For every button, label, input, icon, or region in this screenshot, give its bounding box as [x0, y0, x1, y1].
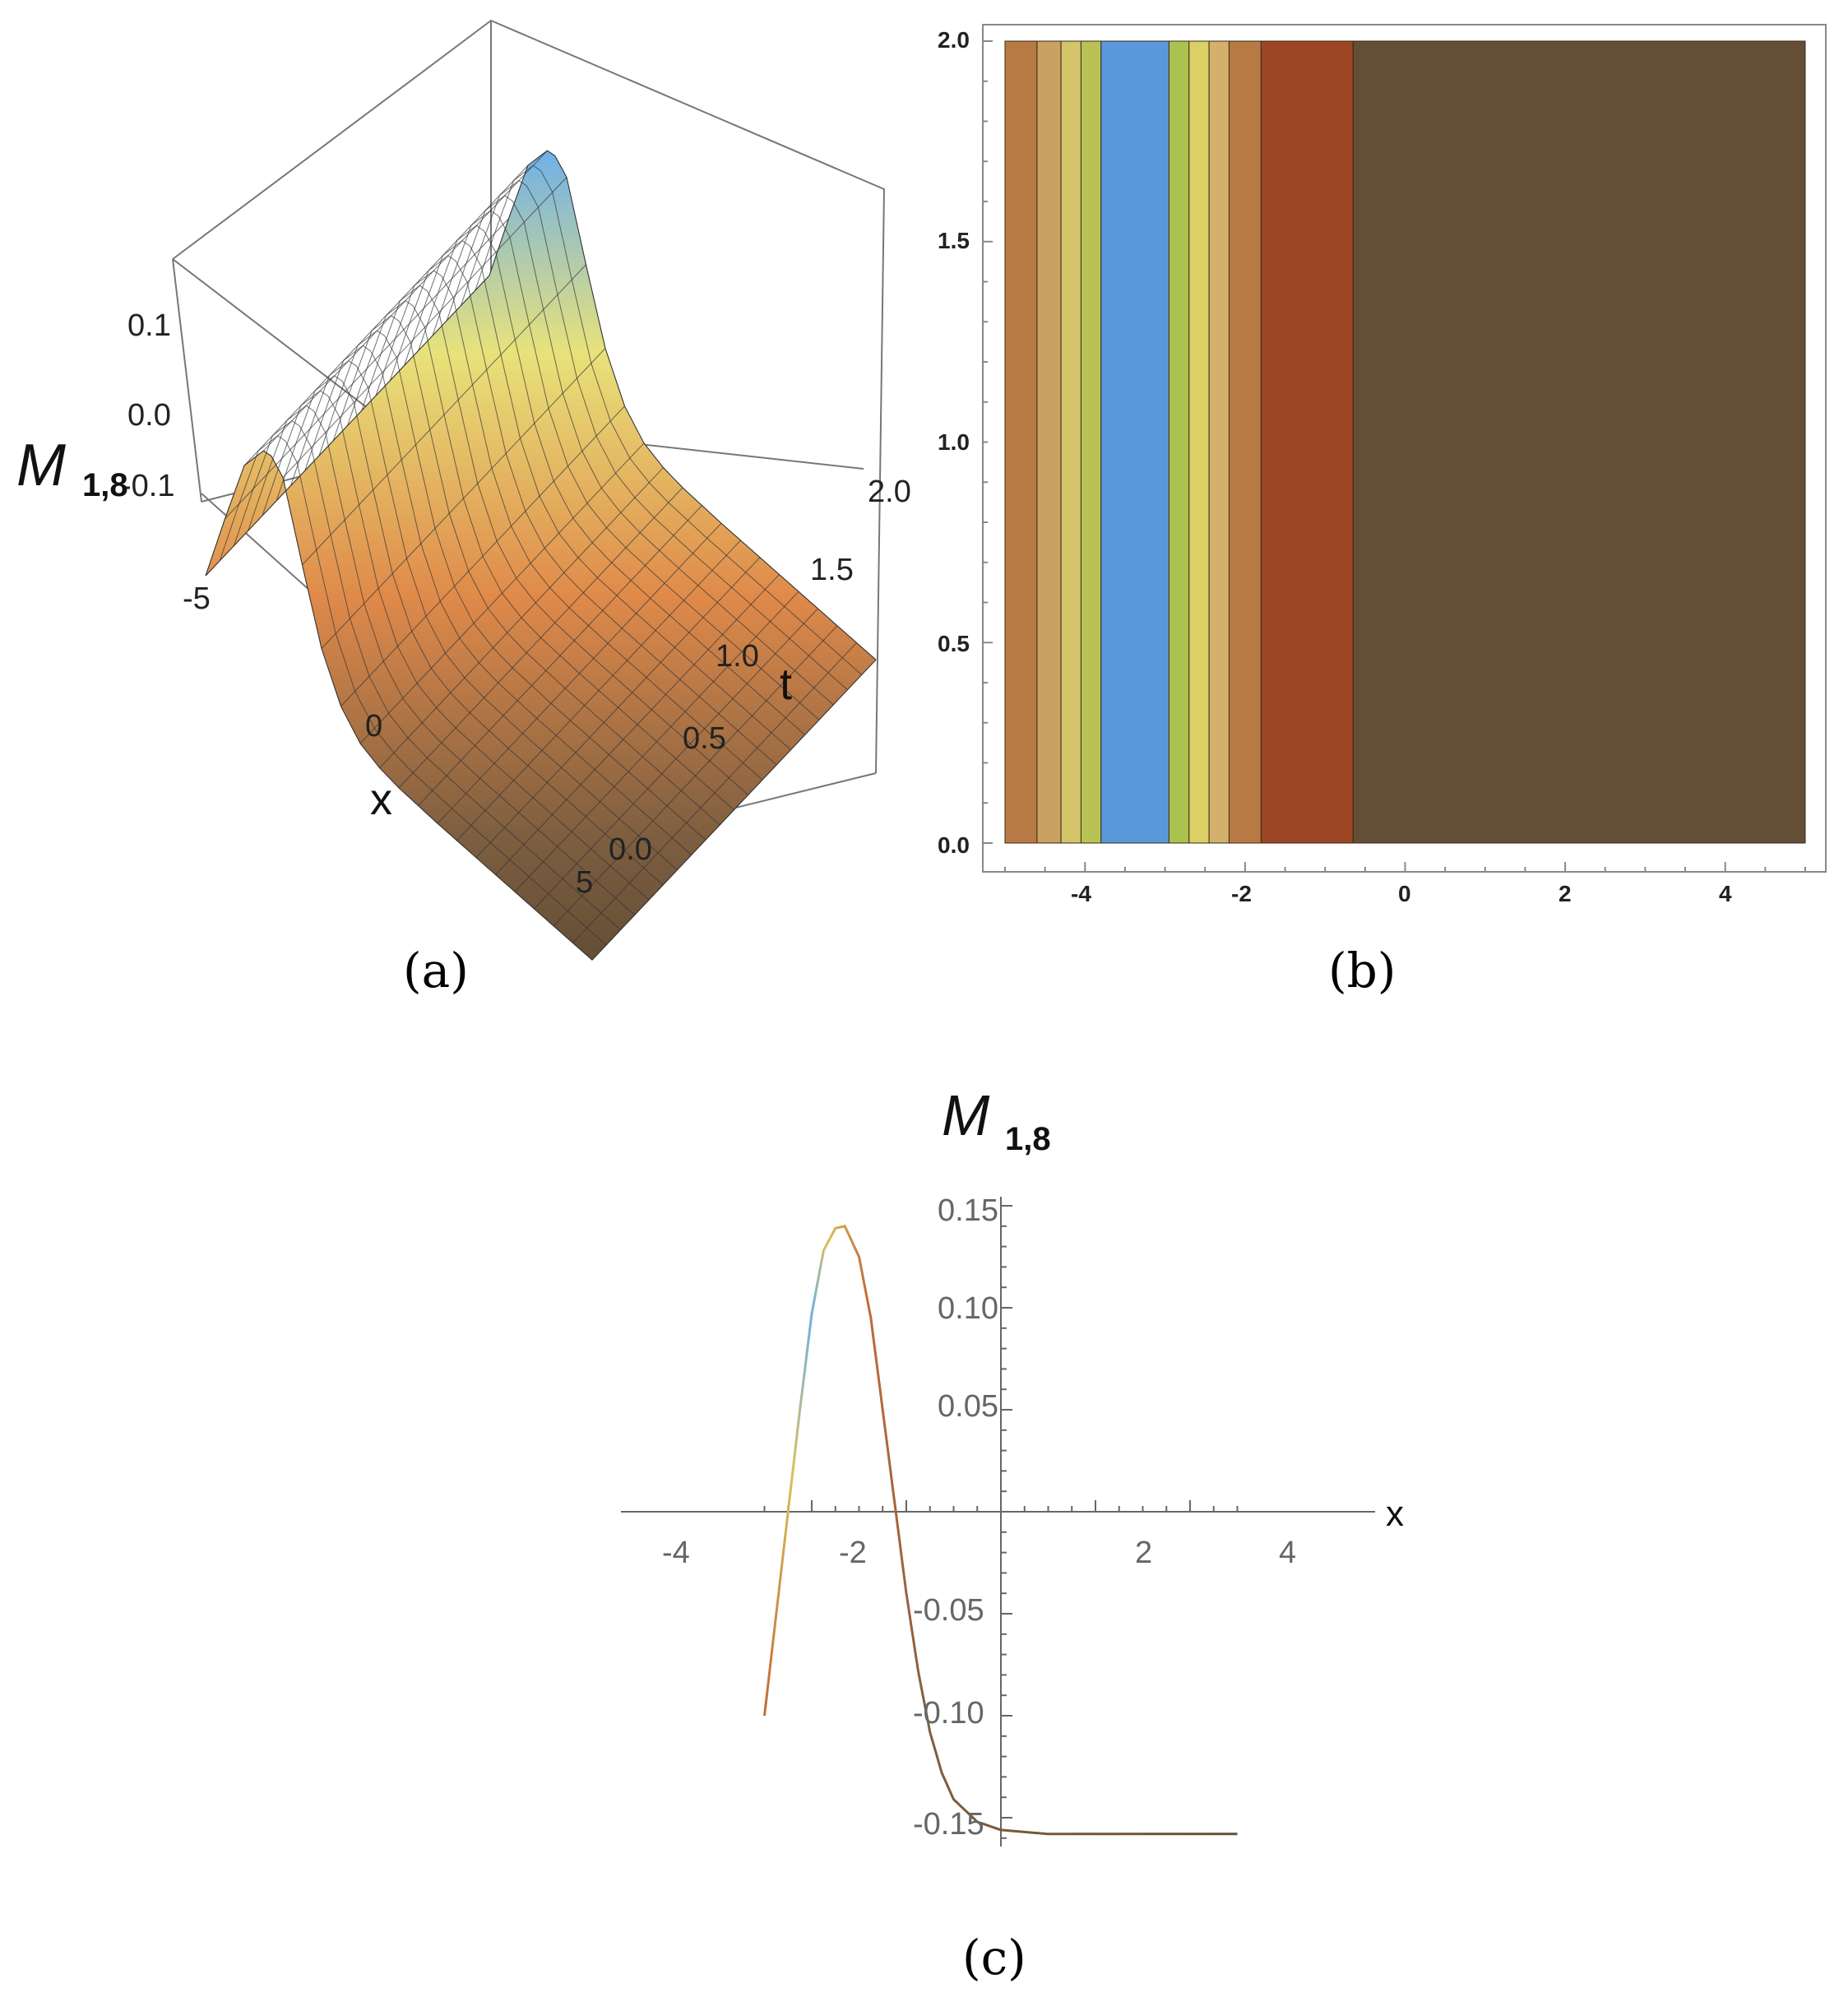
- y-label-main: M: [942, 1083, 990, 1147]
- mesh-line: [456, 540, 741, 841]
- axis-ticks: [983, 40, 1806, 872]
- panel-a-3d-surface: 0.1 0.0 -0.1 M 1,8 -5 0 5 x 0.0 0.5 1.0 …: [16, 19, 911, 961]
- mesh-line: [282, 177, 567, 478]
- y-tick-label: 1.0: [938, 429, 970, 455]
- t-tick-label: 0.0: [609, 832, 652, 867]
- y-tick-label: 2.0: [938, 27, 970, 53]
- y-tick-label: 0.0: [938, 832, 970, 858]
- contour-band: [1100, 40, 1169, 844]
- t-axis-label: t: [780, 660, 792, 709]
- y-tick-label: -0.05: [913, 1593, 984, 1628]
- z-label-sub: 1,8: [82, 467, 128, 503]
- contour-band: [1060, 40, 1081, 844]
- surface-mesh: [205, 150, 877, 961]
- series-line: [763, 1225, 1238, 1836]
- panel-label-b: (b): [1328, 943, 1396, 998]
- mesh-line: [205, 275, 490, 577]
- mesh-line: [437, 522, 722, 824]
- contour-bands: [1004, 40, 1806, 844]
- contour-band: [1228, 40, 1262, 844]
- t-tick-label: 1.0: [716, 639, 759, 674]
- contour-band: [1036, 40, 1062, 844]
- y-tick-label: -0.15: [913, 1807, 984, 1842]
- x-tick-label: 5: [576, 865, 593, 900]
- t-tick-label: 1.5: [810, 553, 854, 587]
- mesh-line: [553, 625, 838, 927]
- axis-ticks: [763, 1205, 1239, 1839]
- mesh-line: [475, 557, 761, 859]
- mesh-line: [225, 218, 509, 520]
- x-axis-label: x: [370, 775, 392, 824]
- y-tick-label: 0.15: [938, 1193, 998, 1228]
- mesh-line: [321, 348, 606, 649]
- mesh-line: [263, 150, 548, 452]
- panel-label-a: (a): [403, 943, 469, 998]
- mesh-line: [340, 405, 625, 707]
- contour-band: [1168, 40, 1190, 844]
- panel-c-line-plot: 0.15 0.10 0.05 -0.05 -0.10 -0.15 -4 -2 2…: [621, 1083, 1404, 1846]
- mesh-line: [514, 591, 799, 892]
- mesh-line: [359, 442, 645, 744]
- x-axis-ticks: -4 -2 0 2 4: [1071, 881, 1732, 906]
- z-tick-label: 0.0: [127, 398, 171, 433]
- t-tick-label: 0.5: [683, 721, 726, 756]
- y-label-sub: 1,8: [1005, 1121, 1051, 1157]
- mesh-line: [591, 659, 877, 961]
- mesh-line: [243, 164, 529, 466]
- t-axis-ticks: 0.0 0.5 1.0 1.5 2.0: [609, 475, 911, 867]
- x-tick-label: 2: [1135, 1536, 1152, 1570]
- y-tick-label: 1.5: [938, 228, 970, 253]
- mesh-line: [302, 264, 586, 566]
- mesh-line: [534, 608, 818, 910]
- mesh-line: [398, 487, 683, 789]
- t-tick-label: 2.0: [868, 475, 911, 509]
- x-tick-label: 2: [1559, 881, 1572, 906]
- z-tick-label: 0.1: [127, 308, 171, 343]
- panel-b-density-plot: 0.0 0.5 1.0 1.5 2.0 -4 -2 0 2 4: [938, 24, 1827, 906]
- z-axis-ticks: 0.1 0.0 -0.1: [121, 308, 174, 503]
- x-tick-label: -4: [1071, 881, 1091, 906]
- x-tick-label: 4: [1279, 1536, 1296, 1570]
- x-tick-label: 0: [365, 709, 382, 744]
- y-tick-label: 0.10: [938, 1291, 998, 1326]
- x-tick-label: -2: [839, 1536, 867, 1570]
- z-label-main: M: [16, 433, 66, 498]
- contour-band: [1188, 40, 1210, 844]
- mesh-line: [418, 505, 702, 806]
- x-tick-label: 4: [1719, 881, 1732, 906]
- mesh-line: [572, 642, 857, 943]
- y-axis-ticks: 0.0 0.5 1.0 1.5 2.0: [938, 27, 970, 858]
- contour-band: [1208, 40, 1230, 844]
- x-tick-label: -4: [662, 1536, 690, 1570]
- x-axis-ticks: -5 0 5: [183, 581, 593, 900]
- y-axis-label: M 1,8: [942, 1083, 1051, 1157]
- contour-band: [1352, 40, 1806, 844]
- z-tick-label: -0.1: [121, 469, 174, 503]
- contour-band: [1004, 40, 1038, 844]
- x-axis-label: x: [1386, 1494, 1404, 1534]
- contour-band: [1260, 40, 1354, 844]
- z-axis-label: M 1,8: [16, 433, 128, 503]
- x-tick-label: 0: [1398, 881, 1411, 906]
- panel-label-c: (c): [962, 1930, 1026, 1985]
- x-tick-label: -2: [1231, 881, 1252, 906]
- mesh-line: [495, 574, 780, 875]
- x-tick-label: -5: [183, 581, 211, 616]
- mesh-line: [379, 467, 664, 768]
- contour-band: [1080, 40, 1102, 844]
- x-axis-ticks: -4 -2 2 4: [662, 1536, 1296, 1570]
- surface-fill: [205, 150, 877, 961]
- y-tick-label: 0.05: [938, 1389, 998, 1424]
- y-tick-label: 0.5: [938, 631, 970, 656]
- y-axis-ticks: 0.15 0.10 0.05 -0.05 -0.10 -0.15: [913, 1193, 998, 1842]
- y-tick-label: -0.10: [913, 1696, 984, 1731]
